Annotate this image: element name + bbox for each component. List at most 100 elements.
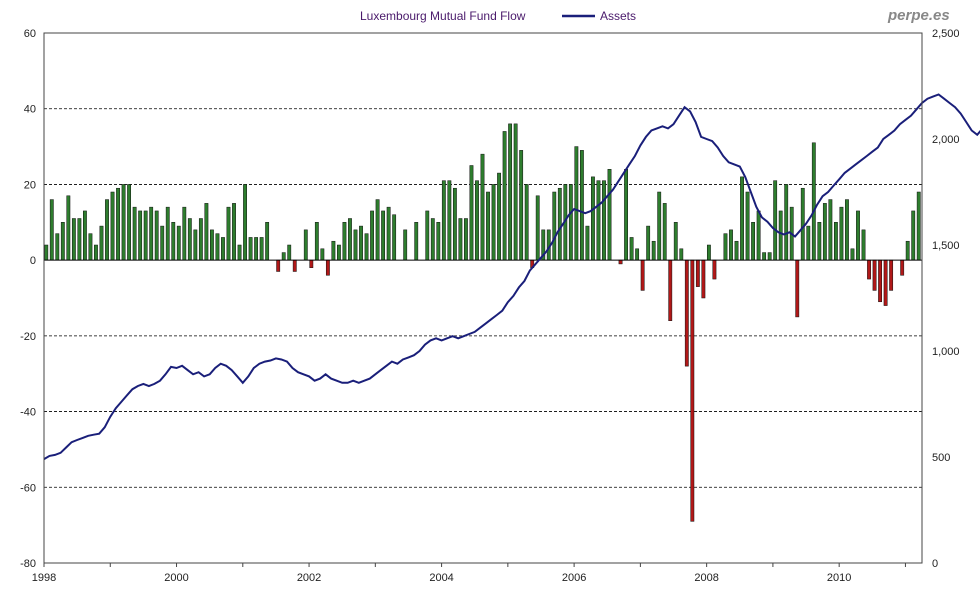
flow-bar	[292, 259, 297, 272]
flow-bar	[491, 184, 496, 261]
flow-bar	[138, 210, 143, 261]
flow-bar	[281, 252, 286, 261]
flow-bar	[375, 199, 380, 261]
flow-bar	[784, 184, 789, 261]
flow-bar	[359, 225, 363, 261]
flow-bar	[309, 259, 314, 268]
flow-bar	[254, 237, 259, 261]
flow-bar	[856, 210, 860, 261]
flow-bar	[602, 180, 606, 261]
flow-bar	[237, 244, 242, 261]
flow-bar	[165, 206, 170, 261]
flow-bar	[861, 229, 866, 261]
flow-bar	[872, 259, 877, 291]
flow-bar	[773, 180, 778, 261]
flow-bar	[557, 187, 562, 261]
flow-bar	[690, 259, 695, 522]
flow-bar	[259, 237, 264, 261]
flow-bar	[778, 210, 783, 261]
flow-bar	[497, 172, 501, 261]
flow-bar	[60, 222, 65, 261]
left-tick-label: -80	[20, 558, 36, 570]
flow-bar	[734, 240, 739, 261]
flow-bar	[867, 259, 871, 280]
flow-bar	[640, 259, 645, 291]
flow-bar	[331, 240, 336, 261]
right-tick-label: 0	[932, 558, 938, 570]
flow-bar	[353, 229, 358, 261]
left-axis-ticks: 60 40 20 0 -20 -40 -60 -80	[20, 28, 36, 570]
flow-bar	[265, 222, 270, 261]
flow-bar	[889, 259, 894, 291]
flow-bar	[756, 210, 761, 261]
right-tick-label: 1,500	[932, 240, 960, 252]
flow-bar	[276, 259, 281, 272]
flow-bar	[706, 244, 711, 261]
flow-bar	[149, 206, 154, 261]
flow-bar	[795, 259, 800, 318]
left-tick-label: -20	[20, 331, 36, 343]
flow-bar	[701, 259, 706, 299]
flow-bar	[486, 191, 490, 261]
flow-bar	[883, 259, 888, 306]
flow-bar	[314, 222, 319, 261]
flow-bar	[381, 210, 386, 261]
flow-bar	[320, 248, 325, 261]
flow-bar	[475, 180, 479, 261]
x-axis-ticks: 1998 2000 2002 2004 2006 2008 2010	[32, 563, 906, 584]
x-tick-label: 2008	[694, 572, 718, 584]
flow-bar	[88, 233, 93, 261]
flow-bar	[436, 222, 441, 261]
flow-bar	[751, 222, 755, 261]
flow-bar	[364, 233, 369, 261]
flow-bar	[800, 187, 805, 261]
flow-bar	[574, 146, 579, 261]
flow-bar	[160, 225, 165, 261]
flow-bar	[348, 218, 352, 261]
flow-bar	[154, 210, 159, 261]
flow-bar	[204, 203, 209, 261]
flow-bar	[193, 229, 198, 261]
left-tick-label: 60	[24, 28, 36, 40]
watermark: perpe.es	[887, 7, 950, 24]
flow-bar	[243, 184, 247, 261]
x-tick-label: 1998	[32, 572, 56, 584]
flow-bar	[767, 252, 772, 261]
flow-bar	[182, 206, 187, 261]
flow-bar	[568, 184, 573, 261]
flow-bar	[624, 169, 628, 261]
plot-frame	[43, 32, 923, 564]
flow-bar	[480, 153, 485, 261]
flow-bar	[684, 259, 689, 367]
flow-bar	[552, 191, 557, 261]
flow-bar	[519, 150, 524, 261]
flow-bar	[83, 210, 87, 261]
flow-bar	[414, 222, 419, 261]
flow-bar	[745, 191, 750, 261]
flow-bar	[116, 187, 120, 261]
flow-bar	[679, 248, 684, 261]
flow-bar	[513, 123, 518, 261]
right-tick-label: 2,000	[932, 134, 960, 146]
flow-bar	[226, 206, 231, 261]
flow-bar	[502, 131, 507, 261]
flow-bar	[464, 218, 468, 261]
flow-bar	[66, 195, 71, 261]
left-tick-label: -60	[20, 482, 36, 494]
flow-bar	[210, 229, 214, 261]
x-tick-label: 2004	[429, 572, 453, 584]
flow-bar	[635, 248, 640, 261]
legend-assets-label: Assets	[600, 9, 636, 23]
flow-bar	[187, 218, 192, 261]
flow-bar	[303, 229, 308, 261]
flow-bar	[916, 191, 921, 261]
x-tick-label: 2002	[297, 572, 321, 584]
flow-bar	[723, 233, 728, 261]
flow-bar	[833, 222, 838, 261]
flow-bar	[524, 184, 529, 261]
flow-bar	[44, 244, 49, 261]
flow-bar	[469, 165, 474, 261]
flow-bar	[596, 180, 601, 261]
flow-bar	[657, 191, 662, 261]
left-tick-label: 40	[24, 104, 36, 116]
